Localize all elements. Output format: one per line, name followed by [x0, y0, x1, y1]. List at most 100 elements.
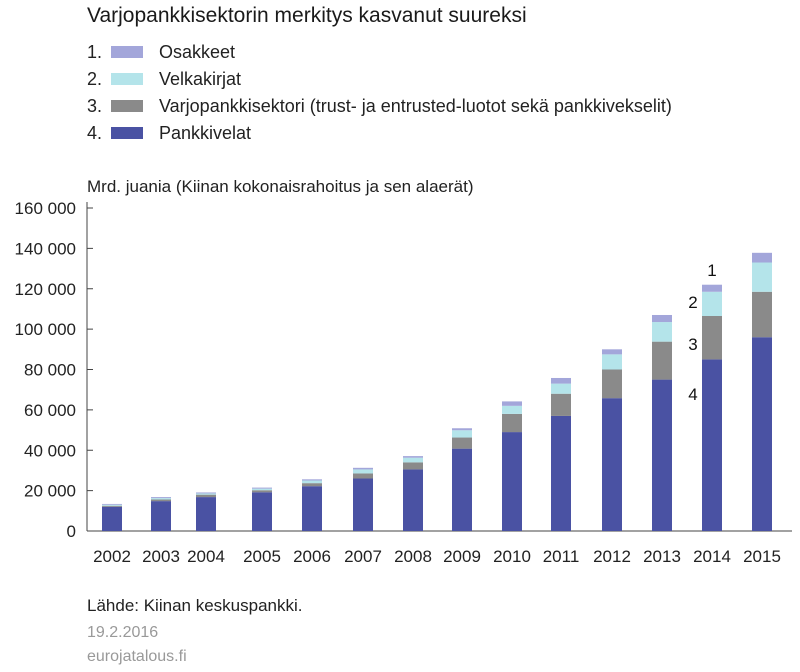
bar-segment [302, 486, 322, 531]
bar-segment [353, 478, 373, 531]
x-tick-label: 2003 [142, 547, 180, 566]
bar-segment [652, 341, 672, 380]
x-tick-label: 2012 [593, 547, 631, 566]
bar-segment [302, 480, 322, 484]
bar-segment [102, 503, 122, 505]
bar-segment [602, 354, 622, 370]
bar-segment [652, 379, 672, 531]
y-tick-label: 120 000 [15, 280, 76, 299]
bar-segment [151, 499, 171, 502]
bar-segment [602, 398, 622, 531]
bar-segment [551, 393, 571, 416]
bar-segment [151, 501, 171, 531]
bar-segment [702, 291, 722, 317]
bar-segment [302, 479, 322, 481]
series-annotation: 3 [688, 335, 697, 354]
legend-swatch-varjopankkisektori [111, 100, 143, 112]
bar-segment [652, 314, 672, 323]
bar-segment [551, 415, 571, 531]
x-tick-label: 2013 [643, 547, 681, 566]
legend-swatch-pankkivelat [111, 127, 143, 139]
legend-number: 2. [87, 69, 103, 89]
stacked-bar-chart: 0 20 000 40 000 60 000 80 000 100 000 120 000 1… [15, 199, 792, 566]
x-tick-label: 2008 [394, 547, 432, 566]
bar-segment [252, 490, 272, 493]
bar-segment [252, 487, 272, 489]
bar-segment [252, 492, 272, 531]
y-tick-label: 80 000 [24, 361, 76, 380]
legend-label: Pankkivelat [159, 123, 252, 143]
x-tick-label: 2015 [743, 547, 781, 566]
bar-segment [196, 497, 216, 531]
site-name: eurojatalous.fi [87, 648, 187, 665]
y-tick-label: 20 000 [24, 482, 76, 501]
bar-segment [452, 437, 472, 449]
bar-segment [403, 462, 423, 470]
x-tick-label: 2014 [693, 547, 731, 566]
bar-segment [602, 369, 622, 399]
bar-segment [551, 383, 571, 394]
bar-segment [452, 428, 472, 431]
bar-segment [102, 504, 122, 506]
bar-segment [652, 322, 672, 342]
bar-segment [452, 448, 472, 531]
legend-swatch-osakkeet [111, 46, 143, 58]
bar-segment [702, 359, 722, 531]
bar-segment [551, 377, 571, 384]
bar-segment [252, 488, 272, 491]
bar-segment [403, 469, 423, 531]
bar-segment [151, 498, 171, 500]
bar-segment [502, 432, 522, 531]
x-tick-label: 2004 [187, 547, 225, 566]
legend-label: Velkakirjat [159, 69, 242, 89]
bar-segment [102, 506, 122, 531]
y-tick-label: 60 000 [24, 401, 76, 420]
chart-title: Varjopankkisektorin merkitys kasvanut su… [87, 4, 527, 27]
bar-segment [752, 262, 772, 292]
legend-swatch-velkakirjat [111, 73, 143, 85]
bar-segment [452, 430, 472, 438]
y-tick-label: 100 000 [15, 320, 76, 339]
bar-segment [602, 349, 622, 355]
series-annotation: 2 [688, 293, 697, 312]
bar-segment [353, 467, 373, 470]
bar-segment [502, 413, 522, 433]
legend-label: Osakkeet [159, 42, 236, 62]
x-tick-label: 2010 [493, 547, 531, 566]
publish-date: 19.2.2016 [87, 624, 159, 641]
x-tick-label: 2007 [344, 547, 382, 566]
y-tick-label: 40 000 [24, 441, 76, 460]
bar-segment [702, 284, 722, 292]
bar-segment [752, 291, 772, 338]
bar-segment [403, 456, 423, 458]
bar-segment [752, 337, 772, 531]
y-axis-label: Mrd. juania (Kiinan kokonaisrahoitus ja … [87, 177, 474, 196]
series-annotation: 4 [688, 385, 697, 404]
bar-segment [196, 493, 216, 495]
y-tick-label: 160 000 [15, 199, 76, 218]
bar-segment [502, 401, 522, 406]
x-tick-label: 2011 [543, 547, 580, 566]
bar-segment [302, 483, 322, 487]
x-tick-label: 2005 [243, 547, 281, 566]
x-tick-label: 2006 [293, 547, 331, 566]
bar-segment [196, 492, 216, 494]
series-annotation: 1 [707, 261, 716, 280]
x-tick-label: 2009 [443, 547, 481, 566]
bar-segment [702, 316, 722, 360]
bar-segment [403, 457, 423, 463]
y-tick-label: 140 000 [15, 239, 76, 258]
legend-number: 1. [87, 42, 103, 62]
x-tick-label: 2002 [93, 547, 131, 566]
bar-segment [353, 469, 373, 474]
bar-segment [752, 252, 772, 263]
legend-number: 4. [87, 123, 103, 143]
source-note: Lähde: Kiinan keskuspankki. [87, 596, 303, 615]
bar-segment [196, 494, 216, 498]
bar-segment [102, 505, 122, 507]
legend-label: Varjopankkisektori (trust- ja entrusted-… [159, 96, 672, 116]
bar-segment [151, 497, 171, 499]
bar-segment [353, 473, 373, 479]
y-tick-label: 0 [67, 522, 76, 541]
bar-segment [502, 405, 522, 414]
